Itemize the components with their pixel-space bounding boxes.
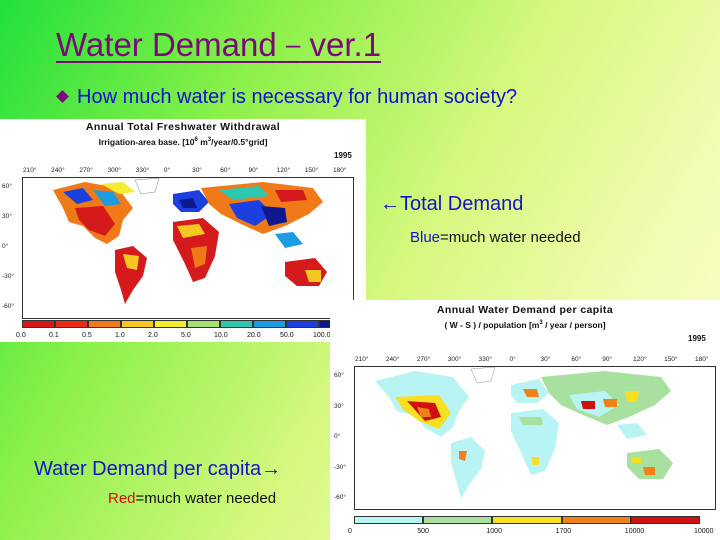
bullet-text: How much water is necessary for human so… (77, 86, 518, 108)
total-demand-label: ←Total Demand (380, 193, 523, 216)
longitude-tick-label: 330° (478, 356, 493, 363)
legend-label: 10.0 (214, 332, 228, 339)
total-demand-text: Total Demand (400, 193, 524, 215)
legend-label: 5.0 (181, 332, 191, 339)
world-map (354, 366, 716, 510)
legend-label: 100.0 (313, 332, 331, 339)
legend-swatch (88, 320, 121, 328)
per-capita-figure: Annual Water Demand per capita ( W - S )… (330, 300, 720, 540)
longitude-tick-label: 270° (79, 167, 93, 174)
legend-swatch (354, 516, 424, 524)
latitude-tick-label: -60° (2, 303, 14, 310)
legend-swatch (253, 320, 286, 328)
figure-year: 1995 (688, 334, 706, 343)
legend-swatch (423, 516, 493, 524)
per-capita-label: Water Demand per capita→ (34, 458, 281, 481)
latitude-tick-label: 30° (2, 213, 12, 220)
latitude-tick-label: -60° (334, 494, 346, 501)
right-arrow-icon: → (261, 458, 282, 480)
note-rest: =much water needed (440, 229, 581, 246)
figure-subtitle: Irrigation-area base. [106 m3/year/0.5°g… (98, 137, 268, 147)
title-dash: – (285, 29, 301, 59)
latitude-tick-label: 30° (334, 402, 344, 410)
legend-swatch (55, 320, 88, 328)
longitude-tick-label: 300° (447, 356, 462, 363)
legend-swatch (220, 320, 253, 328)
legend-label: 50.0 (280, 332, 294, 339)
figure-title: Annual Total Freshwater Withdrawal (85, 121, 281, 133)
legend-swatch (561, 516, 631, 524)
legend-swatch (286, 320, 319, 328)
note-rest: =much water needed (135, 490, 277, 507)
red-word: Red (108, 490, 136, 507)
total-withdrawal-figure: Annual Total Freshwater Withdrawal Irrig… (0, 119, 366, 342)
longitude-tick-label: 240° (385, 356, 400, 363)
longitude-tick-label: 0° (509, 356, 516, 363)
legend-swatch (187, 320, 220, 328)
legend-swatch (492, 516, 562, 524)
figure-title: Annual Water Demand per capita (436, 304, 614, 316)
longitude-tick-label: 120° (276, 167, 291, 174)
total-demand-note: Blue=much water needed (410, 229, 581, 246)
blue-word: Blue (410, 229, 441, 246)
longitude-tick-label: 150° (304, 167, 319, 174)
legend-label: 1000 (486, 528, 502, 535)
longitude-tick-label: 90° (602, 356, 613, 363)
longitude-tick-label: 30° (540, 356, 551, 363)
per-capita-note: Red=much water needed (108, 490, 276, 507)
longitude-tick-label: 60° (220, 167, 231, 174)
bullet-item: How much water is necessary for human so… (56, 86, 517, 109)
legend-label: 0.0 (16, 332, 26, 339)
legend-label: 2.0 (148, 332, 158, 339)
latitude-tick-label: -30° (2, 273, 14, 280)
longitude-tick-label: 240° (51, 167, 65, 174)
figure-year: 1995 (334, 151, 352, 160)
longitude-tick-label: 120° (633, 356, 647, 363)
longitude-tick-label: 150° (664, 356, 678, 363)
legend-label: 0.5 (82, 332, 92, 339)
legend-swatch (630, 516, 700, 524)
legend-label: 0.1 (49, 332, 59, 339)
legend-label: 1700 (555, 528, 572, 535)
longitude-tick-label: 300° (107, 167, 121, 174)
latitude-tick-label: -30° (334, 463, 346, 471)
latitude-tick-label: 60° (334, 372, 344, 379)
longitude-tick-label: 60° (571, 356, 582, 363)
longitude-tick-label: 180° (695, 356, 709, 363)
diamond-bullet-icon (56, 90, 69, 103)
longitude-tick-label: 90° (248, 167, 259, 174)
longitude-tick-label: 210° (23, 167, 37, 174)
longitude-tick-label: 270° (416, 356, 431, 363)
legend-swatch (22, 320, 55, 328)
latitude-tick-label: 60° (2, 183, 12, 190)
legend-swatch (154, 320, 187, 328)
legend-label: 0 (348, 528, 352, 535)
longitude-tick-label: 180° (333, 167, 347, 174)
figure-subtitle: ( W - S ) / population [m3 / year / pers… (444, 320, 606, 330)
legend-label: 10000 (694, 528, 714, 535)
world-map (22, 177, 354, 319)
slide-title: Water Demand – ver.1 (56, 26, 381, 64)
legend-label: 20.0 (247, 332, 261, 339)
latitude-tick-label: 0° (334, 433, 341, 440)
latitude-tick-label: 0° (2, 243, 9, 250)
legend-swatch (121, 320, 154, 328)
longitude-tick-label: 210° (355, 356, 369, 363)
title-main: Water Demand (56, 26, 277, 63)
longitude-tick-label: 330° (135, 167, 150, 174)
title-version: ver.1 (309, 26, 382, 63)
per-capita-text: Water Demand per capita (34, 458, 262, 480)
left-arrow-icon: ← (380, 193, 400, 215)
legend-label: 1.0 (115, 332, 125, 339)
legend-label: 500 (417, 528, 429, 535)
longitude-tick-label: 30° (192, 167, 202, 174)
longitude-tick-label: 0° (163, 167, 171, 174)
legend-label: 10000 (624, 528, 645, 535)
